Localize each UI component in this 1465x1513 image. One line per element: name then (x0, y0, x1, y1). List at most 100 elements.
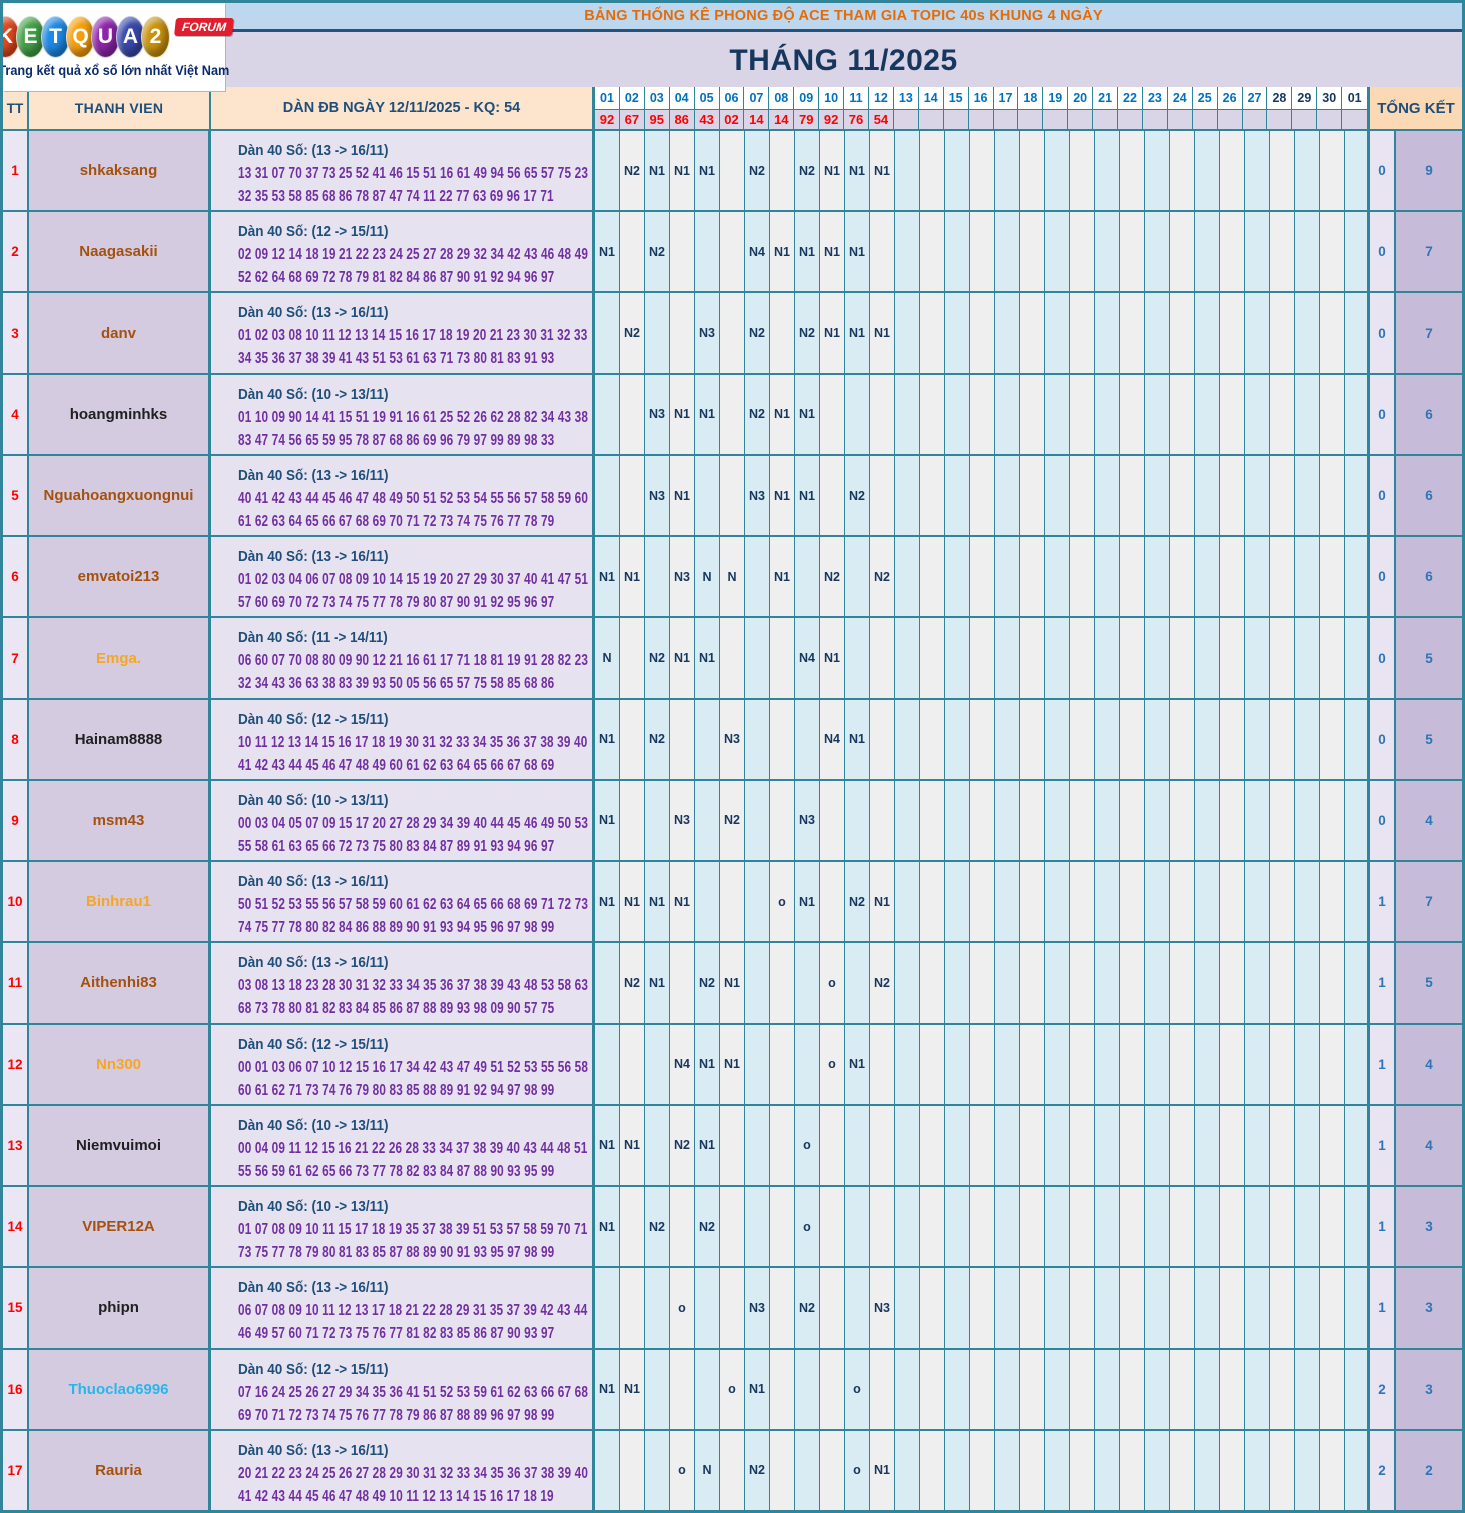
day-mark-31 (1345, 618, 1370, 698)
day-mark-31 (1345, 131, 1370, 211)
day-mark-2: N2 (620, 943, 645, 1023)
day-mark-14 (920, 1349, 945, 1429)
day-mark-29 (1295, 862, 1320, 942)
day-mark-28 (1270, 1187, 1295, 1267)
day-mark-5: N1 (695, 1105, 720, 1186)
day-mark-20 (1070, 455, 1095, 536)
member-row-7: 7 Emga. Dàn 40 Số: (11 -> 14/11) 06 60 07 7… (3, 616, 1462, 698)
day-mark-5 (695, 699, 720, 779)
day-mark-18 (1020, 455, 1045, 536)
day-mark-22 (1120, 537, 1145, 617)
day-mark-17 (995, 699, 1020, 779)
day-mark-14 (920, 537, 945, 617)
day-mark-19 (1045, 293, 1070, 373)
day-mark-29 (1295, 1105, 1320, 1186)
day-mark-26 (1220, 1024, 1245, 1104)
day-result-17 (993, 110, 1019, 129)
day-mark-28 (1270, 618, 1295, 698)
day-mark-25 (1195, 212, 1220, 292)
day-mark-17 (995, 943, 1020, 1023)
day-mark-26 (1220, 374, 1245, 454)
dan-cell: Dàn 40 Số: (13 -> 16/11) 13 31 07 70 37 7… (211, 131, 595, 211)
day-result-20 (1068, 110, 1094, 129)
total-miss: 2 (1370, 1430, 1396, 1510)
day-mark-13 (895, 455, 920, 536)
day-mark-21 (1095, 1349, 1120, 1429)
day-mark-30 (1320, 537, 1345, 617)
dan-cell: Dàn 40 Số: (13 -> 16/11) 03 08 13 18 23 2… (211, 943, 595, 1023)
day-mark-15 (945, 862, 970, 942)
day-mark-31 (1345, 699, 1370, 779)
day-mark-11: o (845, 1430, 870, 1510)
day-header-21: 21 (1093, 87, 1119, 109)
day-header-29: 29 (1292, 87, 1318, 109)
total-header: TỔNG KẾT (1368, 87, 1462, 129)
day-mark-23 (1145, 618, 1170, 698)
day-mark-8 (770, 131, 795, 211)
day-mark-31 (1345, 780, 1370, 861)
day-mark-29 (1295, 1349, 1320, 1429)
day-mark-16 (970, 131, 995, 211)
day-header-20: 20 (1068, 87, 1094, 109)
day-mark-22 (1120, 212, 1145, 292)
day-mark-29 (1295, 212, 1320, 292)
total-hits: 7 (1396, 862, 1462, 942)
day-mark-7 (745, 780, 770, 861)
day-mark-17 (995, 1024, 1020, 1104)
logo-letter-Q: Q (66, 16, 95, 58)
day-mark-22 (1120, 1024, 1145, 1104)
day-mark-30 (1320, 131, 1345, 211)
day-mark-13 (895, 212, 920, 292)
total-hits: 4 (1396, 780, 1462, 861)
day-mark-27 (1245, 293, 1270, 373)
day-mark-23 (1145, 1105, 1170, 1186)
day-header-6: 06 (719, 87, 745, 109)
member-name: msm43 (29, 780, 211, 861)
total-hits: 6 (1396, 374, 1462, 454)
member-row-5: 5 Nguahoangxuongnui Dàn 40 Số: (13 -> 16/1… (3, 453, 1462, 536)
day-mark-14 (920, 780, 945, 861)
row-index: 13 (3, 1105, 29, 1186)
dan-range: Dàn 40 Số: (13 -> 16/11) (238, 548, 389, 566)
day-mark-12: N1 (870, 1430, 895, 1510)
day-mark-4 (670, 212, 695, 292)
day-mark-18 (1020, 699, 1045, 779)
dan-range: Dàn 40 Số: (13 -> 16/11) (238, 873, 389, 891)
day-mark-15 (945, 1430, 970, 1510)
member-name: Niemvuimoi (29, 1105, 211, 1186)
day-mark-27 (1245, 943, 1270, 1023)
day-mark-28 (1270, 374, 1295, 454)
day-mark-3 (645, 293, 670, 373)
day-mark-30 (1320, 1349, 1345, 1429)
day-mark-7: N3 (745, 1268, 770, 1348)
day-result-18 (1018, 110, 1044, 129)
day-mark-10 (820, 1349, 845, 1429)
day-mark-25 (1195, 293, 1220, 373)
dan-cell: Dàn 40 Số: (13 -> 16/11) 01 02 03 04 06 0… (211, 537, 595, 617)
member-name: hoangminhks (29, 374, 211, 454)
day-mark-31 (1345, 212, 1370, 292)
day-header-30: 30 (1317, 87, 1343, 109)
day-mark-4: N1 (670, 374, 695, 454)
row-index: 4 (3, 374, 29, 454)
day-mark-17 (995, 374, 1020, 454)
day-mark-5: N1 (695, 618, 720, 698)
day-mark-2 (620, 699, 645, 779)
day-mark-4: N4 (670, 1024, 695, 1104)
day-mark-22 (1120, 1349, 1145, 1429)
dan-numbers-line1: 07 16 24 25 26 27 29 34 35 36 41 51 52 5… (238, 1383, 589, 1401)
day-mark-13 (895, 618, 920, 698)
day-mark-12 (870, 780, 895, 861)
day-mark-27 (1245, 212, 1270, 292)
day-mark-25 (1195, 699, 1220, 779)
day-result-30 (1317, 110, 1343, 129)
day-mark-13 (895, 131, 920, 211)
day-mark-7: N4 (745, 212, 770, 292)
day-mark-30 (1320, 455, 1345, 536)
total-hits: 3 (1396, 1349, 1462, 1429)
row-index: 8 (3, 699, 29, 779)
day-mark-26 (1220, 943, 1245, 1023)
member-row-16: 16 Thuoclao6996 Dàn 40 Số: (12 -> 15/11) 07… (3, 1347, 1462, 1429)
day-mark-31 (1345, 1105, 1370, 1186)
dan-range: Dàn 40 Số: (13 -> 16/11) (238, 1279, 389, 1297)
